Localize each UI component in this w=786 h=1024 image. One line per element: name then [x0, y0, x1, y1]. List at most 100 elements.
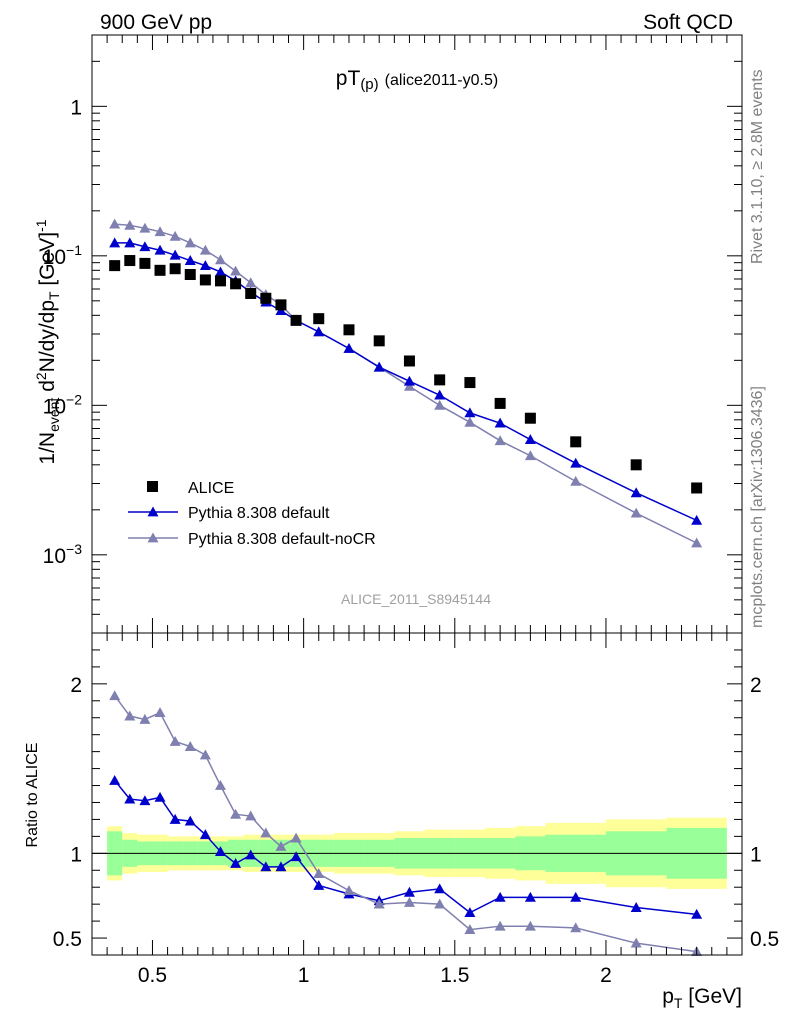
ratio-x-tick-label: 0.5 [138, 964, 167, 987]
data-point-marker [124, 255, 136, 267]
ratio-point-marker [109, 774, 121, 785]
ylabel-c: N/dy/dp [36, 300, 59, 372]
ylabel-a-sub: event [46, 398, 62, 432]
ratio-point-marker [139, 795, 151, 806]
data-point-marker [214, 275, 226, 287]
ratio-point-marker [169, 813, 181, 824]
main-point-marker [630, 487, 642, 498]
legend-label-alice: ALICE [188, 480, 234, 497]
data-point-marker [199, 274, 211, 286]
ratio-point-marker [313, 868, 325, 879]
main-point-marker [313, 326, 325, 337]
main-point-marker [524, 434, 536, 444]
ratio-x-tick-label: 1.5 [440, 964, 469, 987]
ratio-frame [91, 632, 743, 956]
ratio-point-marker [373, 898, 385, 909]
main-title: pT(p) (alice2011-y0.5) [336, 67, 498, 93]
ratio-point-marker [524, 920, 536, 931]
ylabel-b-sup: 2 [33, 372, 49, 380]
ratio-y-tick-label: 1 [70, 843, 82, 866]
main-point-marker [343, 342, 355, 353]
data-point-marker [139, 257, 151, 269]
ratio-y-tick-label-right: 1 [750, 843, 762, 866]
data-point-marker [343, 324, 355, 336]
data-point-marker [313, 313, 325, 325]
main-point-marker [214, 266, 226, 277]
main-point-marker [373, 361, 385, 372]
main-point-marker [570, 475, 582, 486]
data-point-marker [245, 287, 257, 299]
main-y-tick-label: 1 [70, 96, 82, 119]
ratio-point-marker [343, 885, 355, 895]
xlabel-sub: T [674, 995, 683, 1011]
main-point-marker [199, 244, 211, 255]
ratio-point-marker [230, 857, 242, 868]
main-point-marker [124, 219, 136, 230]
data-point-marker [154, 264, 166, 276]
main-point-marker [494, 417, 506, 428]
source-label: mcplots.cern.ch [arXiv:1306.3436] [749, 386, 766, 628]
tick-mantissa: 10 [43, 246, 66, 269]
ratio-point-marker [403, 886, 415, 897]
data-point-marker [630, 459, 642, 471]
ratio-series-line [114, 779, 697, 916]
main-point-marker [109, 218, 121, 229]
ratio-y-tick-label-right: 2 [750, 674, 762, 697]
data-point-marker [524, 412, 536, 424]
main-point-marker [124, 237, 136, 248]
ratio-point-marker [464, 924, 476, 934]
ylabel-d-sup: -1 [33, 219, 49, 232]
ratio-point-marker [124, 793, 136, 804]
main-y-tick-label: 10−2 [43, 391, 83, 418]
ratio-point-marker [494, 891, 506, 902]
data-point-marker [260, 292, 272, 304]
ratio-point-marker [494, 920, 506, 931]
ratio-y-tick-label-right: 0.5 [750, 928, 779, 951]
main-point-marker [630, 507, 642, 518]
ratio-x-tick-label: 1 [298, 964, 310, 987]
ratio-point-marker [154, 791, 166, 802]
ylabel-d: [GeV] [36, 232, 59, 292]
ratio-x-tick-label: 2 [600, 964, 612, 987]
ratio-point-marker [570, 922, 582, 933]
data-point-marker [290, 314, 302, 326]
tick-exponent: −1 [66, 242, 82, 258]
data-point-marker [109, 260, 121, 272]
main-point-marker [434, 389, 446, 400]
tick-mantissa: 1 [70, 96, 82, 119]
main-point-marker [691, 537, 703, 548]
ratio-y-tick-label: 2 [70, 674, 82, 697]
ratio-point-marker [184, 815, 196, 826]
header-left-label: 900 GeV pp [100, 11, 212, 34]
rivet-label: Rivet 3.1.10, ≥ 2.8M events [749, 69, 766, 264]
ratio-point-marker [139, 713, 151, 724]
data-point-marker [570, 436, 582, 448]
main-point-marker [154, 244, 166, 255]
data-point-marker [691, 482, 703, 494]
tick-exponent: −2 [66, 391, 82, 407]
data-point-marker [403, 355, 415, 367]
main-point-marker [524, 450, 536, 461]
ratio-point-marker [245, 849, 257, 860]
ratio-point-marker [630, 937, 642, 948]
ratio-point-marker [154, 707, 166, 718]
ylabel-c-sub: T [46, 291, 62, 300]
data-point-marker [230, 278, 242, 290]
main-point-marker [464, 407, 476, 418]
ratio-point-marker [313, 880, 325, 890]
legend-marker [147, 532, 159, 543]
ratio-panel: 0.5 1 1.5 2 0.5 0.5 1 1 2 2 Ratio to ALICE pT [Ge… [24, 632, 779, 1011]
ratio-point-marker [464, 907, 476, 918]
ratio-point-marker [230, 808, 242, 819]
main-point-marker [109, 237, 121, 248]
ratio-point-marker [260, 827, 272, 838]
main-point-marker [570, 457, 582, 468]
data-point-marker [434, 374, 446, 386]
ratio-point-marker [691, 908, 703, 919]
ratio-y-tick-label: 0.5 [53, 928, 82, 951]
ratio-point-marker [434, 898, 446, 909]
legend-label: Pythia 8.308 default-noCR [188, 531, 376, 548]
ratio-point-marker [434, 883, 446, 894]
legend-marker [147, 506, 159, 517]
main-point-marker [214, 254, 226, 265]
